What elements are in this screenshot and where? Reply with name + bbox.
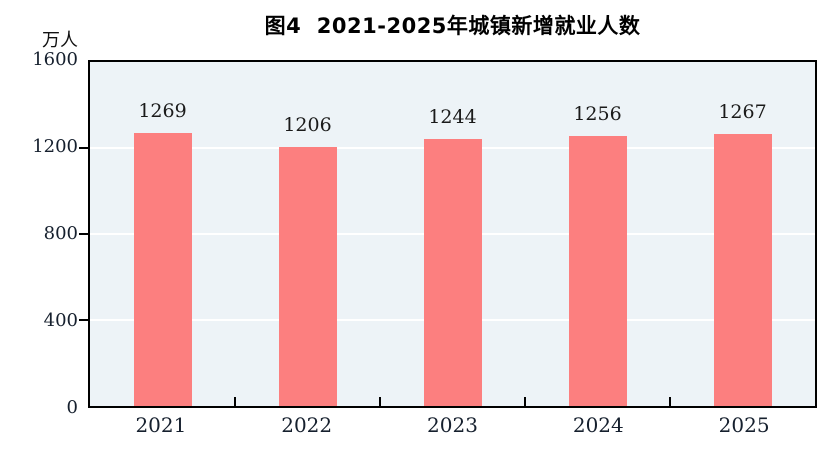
x-tick-mark: [234, 397, 236, 406]
bar: [568, 135, 627, 406]
bar-value-label: 1256: [573, 102, 622, 125]
y-axis-tick-labels: 0 400 800 1200 1600: [0, 49, 78, 418]
y-tick-label: 0: [66, 397, 78, 418]
x-tick-label: 2025: [718, 413, 770, 437]
x-tick-label: 2023: [427, 413, 478, 437]
x-tick-mark: [379, 397, 381, 406]
bar: [713, 133, 772, 406]
bar-value-label: 1244: [428, 105, 477, 128]
y-axis-unit-label: 万人: [42, 30, 78, 51]
x-tick-label: 2021: [135, 413, 187, 437]
x-tick-mark: [669, 397, 671, 406]
bar: [278, 146, 337, 406]
x-tick-label: 2024: [572, 413, 624, 437]
x-axis-tick-labels: 2021 2022 2023 2024 2025: [88, 413, 817, 443]
x-tick-mark: [524, 397, 526, 406]
y-tick-label: 800: [43, 223, 78, 244]
y-tick-mark: [79, 233, 88, 235]
y-tick-label: 400: [43, 310, 78, 331]
chart-title: 图4 2021-2025年城镇新增就业人数: [264, 14, 641, 38]
y-tick-mark: [79, 319, 88, 321]
y-tick-label: 1200: [32, 136, 78, 157]
y-tick-label: 1600: [32, 49, 78, 70]
bar-value-label: 1269: [138, 100, 187, 123]
bar: [423, 138, 482, 406]
x-tick-label: 2022: [281, 413, 333, 437]
bar: [133, 133, 192, 406]
y-tick-mark: [79, 147, 88, 149]
bar-value-label: 1206: [283, 113, 332, 136]
bar-value-label: 1267: [718, 100, 767, 123]
plot-area: 1269 1206 1244 1256 1267: [79, 60, 817, 408]
